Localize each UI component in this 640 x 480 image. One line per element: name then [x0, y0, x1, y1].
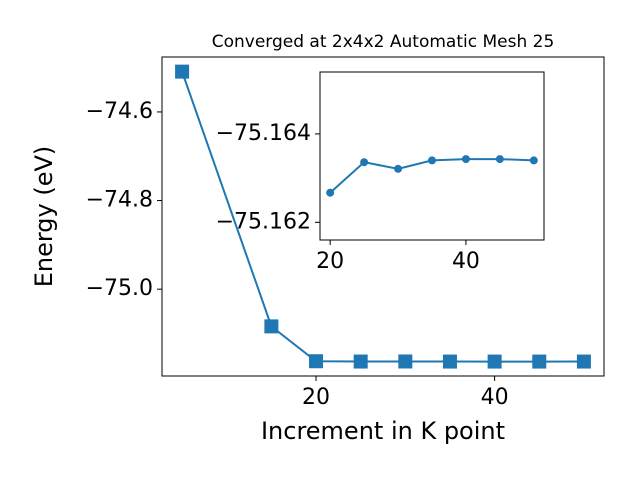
y-tick-label: −74.8: [86, 188, 153, 213]
marker: [532, 354, 547, 369]
marker: [495, 155, 504, 164]
marker: [326, 188, 335, 197]
marker: [353, 354, 368, 369]
axes-frame: [161, 56, 605, 377]
x-tick-label: 20: [302, 385, 330, 410]
marker: [442, 354, 457, 369]
x-tick-label: 40: [481, 385, 509, 410]
axes-frame: [319, 71, 545, 241]
x-axis-label: Increment in K point: [261, 417, 505, 445]
marker: [398, 354, 413, 369]
marker: [175, 64, 190, 79]
marker: [360, 158, 369, 167]
marker: [487, 354, 502, 369]
x-tick-label: 40: [452, 249, 480, 274]
y-tick-label: −75.0: [86, 276, 153, 301]
marker: [428, 156, 436, 165]
y-tick-label: −74.6: [86, 99, 153, 124]
y-tick-label: −75.164: [216, 121, 311, 146]
x-tick-label: 20: [316, 249, 344, 274]
marker: [264, 319, 279, 334]
marker: [394, 164, 403, 173]
axes-background: [320, 72, 544, 240]
marker: [309, 354, 324, 369]
y-tick-label: −75.162: [216, 209, 311, 234]
y-axis-label: Energy (eV): [30, 146, 58, 288]
chart-title: Converged at 2x4x2 Automatic Mesh 25: [212, 32, 555, 52]
marker: [529, 156, 538, 165]
marker: [461, 155, 470, 164]
marker: [576, 354, 591, 369]
